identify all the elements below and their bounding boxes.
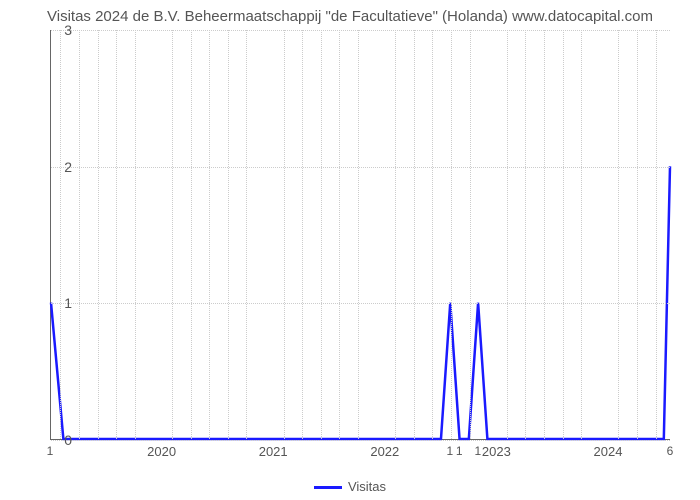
data-point-label: 1 [474, 444, 481, 458]
gridline-v [507, 30, 508, 439]
data-point-label: 6 [667, 444, 674, 458]
gridline-v [79, 30, 80, 439]
xtick-label: 2020 [147, 444, 176, 459]
gridline-v [209, 30, 210, 439]
chart-title: Visitas 2024 de B.V. Beheermaatschappij … [0, 8, 700, 25]
gridline-v [395, 30, 396, 439]
gridline-h [51, 303, 670, 304]
data-point-label: 1 [47, 444, 54, 458]
gridline-h [51, 30, 670, 31]
data-point-label: 1 [456, 444, 463, 458]
gridline-v [618, 30, 619, 439]
gridline-v [284, 30, 285, 439]
gridline-v [637, 30, 638, 439]
xtick-label: 2022 [370, 444, 399, 459]
gridline-v [246, 30, 247, 439]
legend-label: Visitas [348, 479, 386, 494]
gridline-v [135, 30, 136, 439]
gridline-v [414, 30, 415, 439]
gridline-v [525, 30, 526, 439]
ytick-label: 0 [52, 432, 72, 448]
gridline-v [116, 30, 117, 439]
data-point-label: 1 [447, 444, 454, 458]
gridline-v [302, 30, 303, 439]
gridline-v [228, 30, 229, 439]
gridline-v [432, 30, 433, 439]
line-series [51, 30, 670, 439]
gridline-h [51, 440, 670, 441]
xtick-label: 2021 [259, 444, 288, 459]
xtick-label: 2023 [482, 444, 511, 459]
gridline-v [339, 30, 340, 439]
gridline-v [358, 30, 359, 439]
gridline-v [563, 30, 564, 439]
plot-area [50, 30, 670, 440]
gridline-v [544, 30, 545, 439]
ytick-label: 1 [52, 295, 72, 311]
gridline-v [451, 30, 452, 439]
legend-swatch [314, 486, 342, 489]
gridline-h [51, 167, 670, 168]
ytick-label: 3 [52, 22, 72, 38]
gridline-v [581, 30, 582, 439]
gridline-v [98, 30, 99, 439]
xtick-label: 2024 [594, 444, 623, 459]
gridline-v [60, 30, 61, 439]
gridline-v [321, 30, 322, 439]
line-chart: Visitas 2024 de B.V. Beheermaatschappij … [0, 0, 700, 500]
ytick-label: 2 [52, 159, 72, 175]
gridline-v [191, 30, 192, 439]
gridline-v [172, 30, 173, 439]
gridline-v [470, 30, 471, 439]
gridline-v [656, 30, 657, 439]
legend: Visitas [0, 479, 700, 494]
